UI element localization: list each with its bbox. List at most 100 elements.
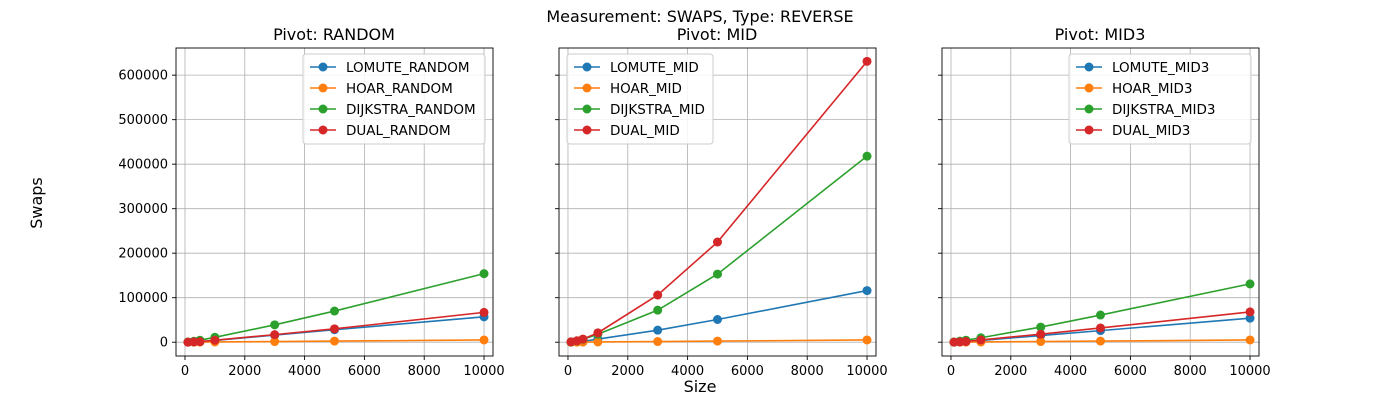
legend-entry: DUAL_MID3 [1076, 123, 1190, 139]
x-tick-label: 6000 [1114, 364, 1147, 379]
y-tick-label: 100000 [118, 291, 168, 306]
legend-marker [318, 125, 328, 135]
x-tick-label: 10000 [463, 364, 504, 379]
data-point [862, 151, 872, 161]
y-tick-label: 400000 [118, 158, 168, 173]
data-point [961, 337, 971, 347]
x-tick-label: 4000 [671, 364, 704, 379]
x-tick-label: 2000 [611, 364, 644, 379]
y-tick-label: 200000 [118, 247, 168, 262]
panel-title: Pivot: RANDOM [273, 25, 395, 44]
panel-random: Pivot: RANDOM 0 2000 4000 6000 8000 100000100… [118, 25, 504, 379]
x-tick-label: 2000 [994, 364, 1027, 379]
x-tick-label: 2000 [228, 364, 261, 379]
legend-label: DUAL_MID [610, 123, 680, 139]
data-point [1096, 310, 1105, 320]
data-point [270, 330, 280, 340]
data-point [330, 336, 339, 346]
legend-marker [318, 83, 328, 93]
x-tick-label: 8000 [1174, 364, 1207, 379]
data-point [479, 335, 489, 345]
legend-entry: HOAR_MID [574, 81, 682, 97]
x-tick-label: 4000 [1054, 364, 1087, 379]
legend-marker [582, 125, 592, 135]
data-point [330, 324, 339, 334]
x-tick-label: 0 [947, 364, 955, 379]
legend-entry: LOMUTE_RANDOM [310, 60, 470, 76]
data-point [330, 306, 339, 316]
data-point [653, 325, 663, 335]
legend-marker [318, 104, 328, 114]
legend-marker [1084, 125, 1094, 135]
legend-label: LOMUTE_MID3 [1112, 60, 1209, 76]
data-point [653, 290, 663, 300]
legend-entry: DUAL_RANDOM [310, 123, 451, 139]
legend-label: DIJKSTRA_MID3 [1112, 102, 1215, 118]
legend-marker [582, 62, 592, 72]
legend-marker [1084, 62, 1094, 72]
data-point [479, 269, 489, 279]
x-tick-label: 8000 [791, 364, 824, 379]
legend-marker [582, 83, 592, 93]
series-line [570, 155, 868, 343]
data-point [210, 335, 220, 345]
data-point [578, 334, 588, 344]
figure-suptitle: Measurement: SWAPS, Type: REVERSE [546, 7, 853, 26]
legend-entry: DUAL_MID [574, 123, 680, 139]
legend-entry: HOAR_RANDOM [310, 81, 453, 97]
x-tick-label: 4000 [288, 364, 321, 379]
y-tick-label: 0 [160, 336, 168, 351]
data-point [593, 337, 603, 347]
data-point [1245, 313, 1255, 323]
data-point [1096, 323, 1105, 333]
legend-box [302, 53, 486, 145]
legend-marker [582, 104, 592, 114]
legend-label: DIJKSTRA_MID [610, 102, 705, 118]
legend-label: HOAR_RANDOM [346, 81, 453, 97]
data-point [270, 320, 280, 330]
data-point [195, 337, 205, 347]
legend-box [566, 53, 714, 145]
data-point [713, 269, 722, 279]
x-tick-label: 6000 [731, 364, 764, 379]
axes-frame [558, 47, 877, 357]
data-point [1036, 322, 1046, 332]
data-point [1245, 279, 1255, 289]
legend-label: DUAL_RANDOM [346, 123, 451, 139]
axes-frame [175, 47, 494, 357]
x-tick-label: 6000 [348, 364, 381, 379]
data-point [1245, 335, 1255, 345]
data-point [479, 307, 489, 317]
data-point [713, 315, 722, 325]
legend: LOMUTE_RANDOM HOAR_RANDOM DIJKSTRA_RANDOM D… [302, 53, 486, 145]
legend-entry: LOMUTE_MID [574, 60, 699, 76]
legend-label: LOMUTE_RANDOM [346, 60, 470, 76]
figure-xlabel: Size [684, 377, 717, 396]
data-point [270, 337, 280, 347]
legend-entry: DIJKSTRA_RANDOM [310, 102, 476, 118]
x-tick-label: 0 [564, 364, 572, 379]
data-point [862, 56, 872, 66]
x-tick-label: 10000 [1229, 364, 1270, 379]
legend-label: HOAR_MID [610, 81, 682, 97]
data-point [713, 237, 722, 247]
panel-mid: Pivot: MID 0 2000 4000 6000 8000 10000 LOMUTE_… [555, 25, 888, 379]
data-point [862, 286, 872, 296]
data-point [593, 328, 603, 338]
data-point [653, 337, 663, 347]
legend-entry: DIJKSTRA_MID [574, 102, 705, 118]
legend-label: DUAL_MID3 [1112, 123, 1190, 139]
data-point [653, 305, 663, 315]
panel-title: Pivot: MID [677, 25, 758, 44]
y-tick-label: 600000 [118, 69, 168, 84]
legend-entry: LOMUTE_MID3 [1076, 60, 1209, 76]
legend-label: DIJKSTRA_RANDOM [346, 102, 476, 118]
x-tick-label: 10000 [846, 364, 887, 379]
x-tick-label: 8000 [408, 364, 441, 379]
legend: LOMUTE_MID3 HOAR_MID3 DIJKSTRA_MID3 DUAL_MI… [1068, 53, 1252, 145]
axes-frame [941, 47, 1260, 357]
legend-label: LOMUTE_MID [610, 60, 699, 76]
data-point [1036, 329, 1046, 339]
x-tick-label: 0 [181, 364, 189, 379]
